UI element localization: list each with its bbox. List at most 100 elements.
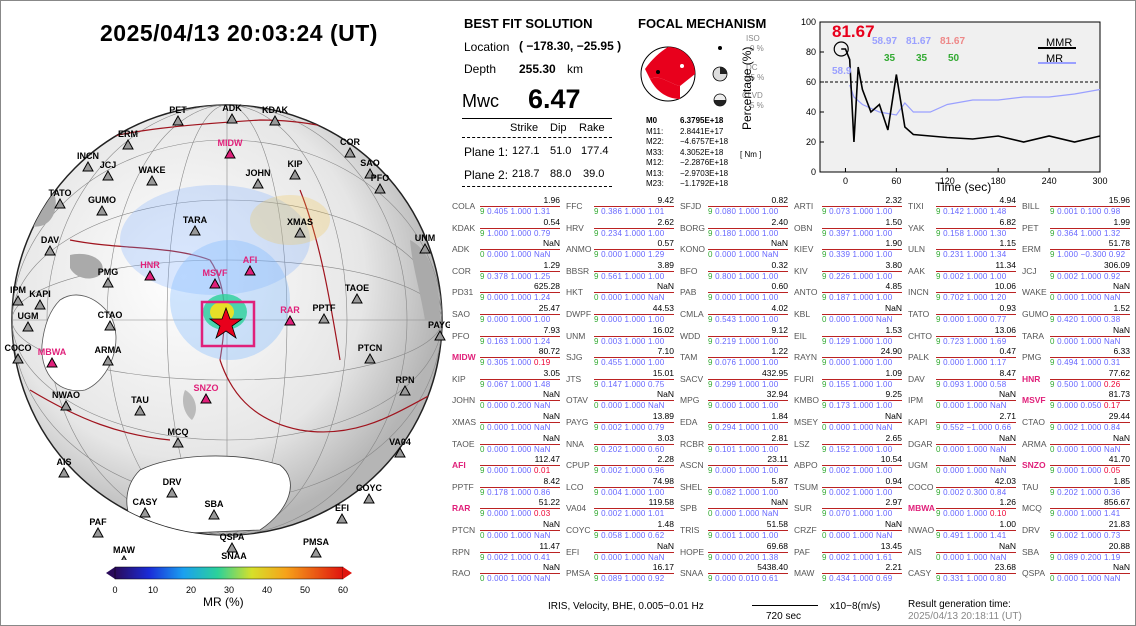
station-label: XMAS	[287, 217, 313, 227]
station-trace: PAB 0.60 9 0.000 1.000 1.00	[680, 281, 792, 303]
station-stats: 9 0.173 1.000 1.00	[822, 401, 893, 411]
waveform-trace	[936, 422, 1016, 423]
station-amplitude: 3.03	[657, 432, 674, 443]
tensor-row: M0 6.3795E+18	[646, 116, 766, 127]
mr-win-1: 35	[884, 53, 896, 64]
divider	[462, 137, 612, 138]
station-label: INCN	[77, 151, 99, 161]
station-stats: 9 0.226 1.000 1.00	[822, 271, 893, 281]
station-trace: TATO 0.93 9 0.000 1.000 0.77	[908, 303, 1020, 325]
station-amplitude: NaN	[656, 281, 674, 292]
station-trace: KBL NaN 0 0.000 1.000 NaN	[794, 303, 906, 325]
station-label: MBWA	[38, 347, 67, 357]
station-amplitude: NaN	[656, 540, 674, 551]
station-name: WDD	[680, 330, 701, 341]
station-amplitude: NaN	[998, 540, 1016, 551]
waveform-trace	[1050, 400, 1130, 402]
station-amplitude: 6.33	[1113, 346, 1130, 357]
station-name: EFI	[566, 546, 580, 557]
station-stats: 9 0.702 1.000 1.20	[936, 293, 1007, 303]
station-amplitude: 0.47	[999, 346, 1016, 357]
station-marker: CASY	[132, 497, 158, 518]
station-stats: 9 0.002 1.000 1.01	[594, 509, 665, 519]
station-stats: 9 0.142 1.000 1.48	[936, 207, 1007, 216]
plane1-strike: 127.1	[512, 145, 540, 157]
waveform-trace	[936, 314, 1016, 315]
colorbar: 0 10 20 30 40 50 60	[106, 566, 352, 595]
station-waveform-grid: COLA 1.96 9 0.405 1.000 1.31 FFC 9.42 9 0.386…	[452, 195, 1134, 599]
waveform-trace	[480, 530, 560, 531]
station-stats: 9 0.002 1.000 0.84	[1050, 423, 1121, 432]
station-trace: EDA 1.84 9 0.294 1.000 1.00	[680, 411, 792, 433]
station-marker: JOHN	[245, 168, 271, 189]
station-name: PMG	[1022, 352, 1042, 363]
station-amplitude: NaN	[998, 454, 1016, 465]
station-name: DAV	[908, 373, 925, 384]
station-label: MIDW	[218, 138, 243, 148]
station-stats: 9 0.076 1.000 1.00	[708, 358, 779, 368]
station-label: MAW	[113, 545, 136, 555]
waveform-trace	[480, 573, 560, 575]
station-name: MSVF	[1022, 395, 1046, 406]
station-amplitude: 80.72	[538, 346, 560, 357]
station-stats: 9 0.000 1.000 1.29	[594, 250, 665, 260]
station-name: ANMO	[566, 244, 592, 255]
station-trace: QSPA NaN 0 0.000 1.000 NaN	[1022, 562, 1134, 584]
tensor-row: M33: 4.3052E+18	[646, 148, 766, 159]
waveform-trace	[822, 422, 902, 423]
station-name: AAK	[908, 265, 926, 276]
station-name: CASY	[908, 568, 932, 579]
station-amplitude: 9.25	[885, 389, 902, 400]
colorbar-label: MR (%)	[203, 595, 244, 609]
station-amplitude: 2.28	[657, 454, 674, 465]
colorbar-tick: 50	[300, 585, 310, 595]
station-trace: MPG 32.94 9 0.000 1.000 1.00	[680, 389, 792, 411]
station-stats: 9 0.003 1.000 1.00	[594, 336, 665, 346]
waveform-trace	[480, 227, 560, 229]
station-trace: COYC 1.48 9 0.058 1.000 0.62	[566, 519, 678, 541]
station-marker: DAV	[41, 235, 59, 256]
station-trace: CMLA 4.02 9 0.543 1.000 1.00	[680, 303, 792, 325]
station-amplitude: 1.15	[999, 238, 1016, 249]
station-name: NNA	[566, 438, 584, 449]
station-trace: CHTO 13.06 9 0.723 1.000 1.69	[908, 325, 1020, 347]
tensor-value: −1.1792E+18	[680, 179, 729, 188]
waveform-trace	[822, 573, 902, 575]
station-marker: ARMA	[95, 345, 122, 366]
tensor-row: M13: −2.9703E+18	[646, 169, 766, 180]
station-stats: 0 0.000 1.000 NaN	[822, 423, 893, 432]
station-trace: BFO 0.32 9 0.800 1.000 1.00	[680, 260, 792, 282]
station-trace: DRV 21.83 9 0.002 1.000 0.73	[1022, 519, 1134, 541]
channel-info: IRIS, Velocity, BHE, 0.005−0.01 Hz	[548, 601, 704, 612]
colorbar-tick: 10	[148, 585, 158, 595]
station-name: BBSR	[566, 265, 590, 276]
station-stats: 0 0.000 1.000 NaN	[480, 574, 551, 584]
station-name: RAO	[452, 568, 471, 579]
station-stats: 9 0.002 1.000 0.41	[480, 552, 551, 562]
new-zealand-shape	[182, 390, 196, 420]
station-trace: NNA 3.03 9 0.202 1.000 0.60	[566, 432, 678, 455]
station-trace: EFI NaN 0 0.000 1.000 NaN	[566, 540, 678, 563]
station-name: ARTI	[794, 201, 814, 211]
station-name: HRV	[566, 222, 584, 233]
waveform-trace	[936, 249, 1016, 251]
station-name: SJG	[566, 352, 583, 363]
waveform-trace	[594, 378, 674, 380]
station-marker: AFI	[243, 255, 257, 276]
station-stats: 9 0.386 1.000 1.01	[594, 207, 665, 216]
station-stats: 9 0.000 1.000 1.00	[708, 466, 779, 476]
solution-title: BEST FIT SOLUTION	[464, 16, 593, 31]
station-trace: MIDW 80.72 9 0.305 1.000 0.19	[452, 346, 564, 368]
station-name: ARMA	[1022, 438, 1047, 449]
station-amplitude: 16.17	[652, 562, 674, 573]
station-stats: 0 0.000 1.000 NaN	[480, 423, 551, 432]
station-stats: 9 0.723 1.000 1.69	[936, 336, 1007, 346]
station-amplitude: 1.50	[885, 216, 902, 227]
station-stats: 9 0.000 0.010 0.61	[708, 574, 779, 584]
station-trace: BORG 2.40 9 0.180 1.000 1.00	[680, 217, 792, 239]
waveform-trace	[480, 486, 560, 488]
station-marker: EFI	[335, 503, 349, 524]
x-tick: 0	[843, 176, 848, 186]
station-label: AIS	[56, 457, 71, 467]
station-label: TARA	[183, 215, 208, 225]
